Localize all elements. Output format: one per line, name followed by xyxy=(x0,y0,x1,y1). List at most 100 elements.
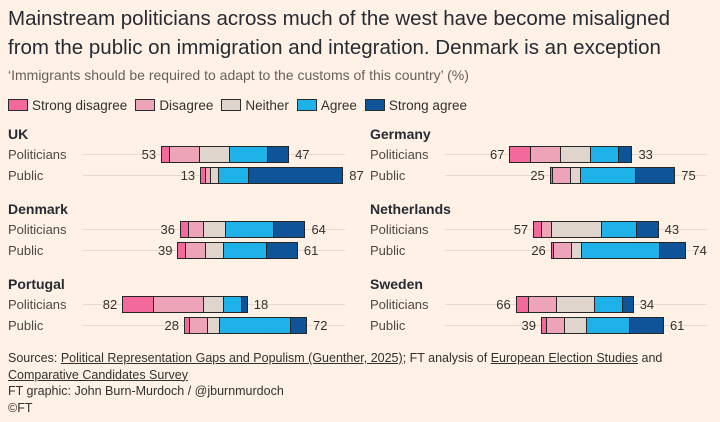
segment-disagree xyxy=(529,297,558,312)
sources-note: Sources: Political Representation Gaps a… xyxy=(8,350,714,416)
value-disagree-total: 13 xyxy=(180,168,196,183)
value-agree-total: 33 xyxy=(638,147,653,162)
value-agree-total: 18 xyxy=(253,297,269,312)
segment-strong-disagree xyxy=(180,222,189,237)
row-label-politicians: Politicians xyxy=(370,222,429,237)
bar-denmark-public xyxy=(177,242,298,259)
segment-neither xyxy=(199,147,231,162)
panel-germany: Germany Politicians 67 33 Public 25 75 xyxy=(370,126,710,196)
segment-disagree xyxy=(530,147,561,162)
segment-strong-disagree xyxy=(162,147,170,162)
value-disagree-total: 67 xyxy=(490,147,505,162)
row-label-public: Public xyxy=(8,168,44,183)
panel-title-uk: UK xyxy=(8,126,29,142)
segment-strong-disagree xyxy=(510,147,531,162)
bar-netherlands-public xyxy=(550,242,687,259)
segment-disagree xyxy=(541,222,552,237)
bar-portugal-public xyxy=(184,317,307,334)
segment-disagree xyxy=(553,168,571,183)
legend-label-neither: Neither xyxy=(245,97,289,113)
sources-middle-2: and xyxy=(638,351,663,365)
legend-item-strong-disagree: Strong disagree xyxy=(8,98,127,113)
segment-agree xyxy=(594,297,623,312)
segment-agree xyxy=(220,318,291,333)
segment-agree xyxy=(602,222,638,237)
value-disagree-total: 39 xyxy=(521,318,536,333)
bar-sweden-public xyxy=(540,317,664,334)
legend-item-disagree: Disagree xyxy=(135,98,213,113)
row-label-public: Public xyxy=(370,243,406,258)
segment-strong-agree xyxy=(622,297,633,312)
panel-denmark: Denmark Politicians 36 64 Public 39 61 xyxy=(8,201,348,271)
legend-item-agree: Agree xyxy=(296,98,357,113)
segment-agree xyxy=(582,243,661,258)
segment-neither xyxy=(203,222,227,237)
source-link-ccs[interactable]: Comparative Candidates Survey xyxy=(8,367,188,382)
legend-label-strong-agree: Strong agree xyxy=(388,97,467,113)
sources-middle-1: ; FT analysis of xyxy=(402,351,491,365)
value-agree-total: 87 xyxy=(349,168,364,183)
bar-uk-politicians xyxy=(161,146,290,163)
value-agree-total: 34 xyxy=(639,297,655,312)
source-link-ees[interactable]: European Election Studies xyxy=(490,351,639,365)
segment-disagree xyxy=(186,243,207,258)
legend-swatch-agree xyxy=(296,99,317,111)
segment-strong-agree xyxy=(630,318,663,333)
chart-subtitle: ‘Immigrants should be required to adapt … xyxy=(8,67,469,83)
segment-strong-disagree xyxy=(516,297,530,312)
segment-neither xyxy=(551,222,603,237)
legend-swatch-neither xyxy=(221,99,242,111)
sources-line: Sources: Political Representation Gaps a… xyxy=(8,350,714,383)
panel-title-germany: Germany xyxy=(370,126,431,142)
source-link-guenther[interactable]: Political Representation Gaps and Populi… xyxy=(60,351,403,365)
legend-swatch-strong-agree xyxy=(364,99,385,111)
value-agree-total: 72 xyxy=(312,318,328,333)
value-disagree-total: 66 xyxy=(496,297,511,312)
row-label-public: Public xyxy=(370,168,406,183)
segment-strong-agree xyxy=(637,222,658,237)
segment-strong-disagree xyxy=(185,318,191,333)
segment-disagree xyxy=(554,243,572,258)
graphic-credit: FT graphic: John Burn-Murdoch / @jburnmu… xyxy=(8,384,284,398)
value-disagree-total: 82 xyxy=(102,297,118,312)
bar-uk-public xyxy=(200,167,344,184)
segment-strong-agree xyxy=(290,318,306,333)
segment-disagree xyxy=(190,318,208,333)
value-agree-total: 74 xyxy=(692,243,707,258)
segment-agree xyxy=(226,222,275,237)
legend-item-neither: Neither xyxy=(221,98,289,113)
panel-sweden: Sweden Politicians 66 34 Public 39 61 xyxy=(370,276,710,346)
segment-strong-agree xyxy=(274,222,305,237)
legend-swatch-strong-disagree xyxy=(8,99,28,111)
legend-label-disagree: Disagree xyxy=(159,97,214,113)
row-label-politicians: Politicians xyxy=(8,147,67,162)
segment-strong-disagree xyxy=(551,243,555,258)
segment-strong-agree xyxy=(266,243,297,258)
segment-agree xyxy=(218,168,249,183)
segment-neither xyxy=(564,318,588,333)
segment-agree xyxy=(581,168,637,183)
row-label-politicians: Politicians xyxy=(370,297,429,312)
row-label-politicians: Politicians xyxy=(370,147,429,162)
segment-neither xyxy=(557,297,595,312)
panel-title-portugal: Portugal xyxy=(8,276,65,292)
segment-strong-agree xyxy=(241,297,247,312)
row-label-public: Public xyxy=(8,318,44,333)
segment-strong-agree xyxy=(248,168,343,183)
segment-strong-agree xyxy=(267,147,289,162)
row-label-public: Public xyxy=(8,243,44,258)
segment-strong-agree xyxy=(660,243,686,258)
segment-strong-disagree xyxy=(550,168,554,183)
value-disagree-total: 25 xyxy=(530,168,545,183)
bar-netherlands-politicians xyxy=(533,221,659,238)
bar-denmark-politicians xyxy=(179,221,306,238)
segment-disagree xyxy=(188,222,204,237)
segment-agree xyxy=(230,147,268,162)
segment-agree xyxy=(591,147,619,162)
legend-item-strong-agree: Strong agree xyxy=(364,97,467,113)
segment-disagree xyxy=(153,297,204,312)
value-disagree-total: 36 xyxy=(160,222,175,237)
value-agree-total: 47 xyxy=(295,147,310,162)
panel-title-netherlands: Netherlands xyxy=(370,201,451,217)
panel-title-denmark: Denmark xyxy=(8,201,68,217)
